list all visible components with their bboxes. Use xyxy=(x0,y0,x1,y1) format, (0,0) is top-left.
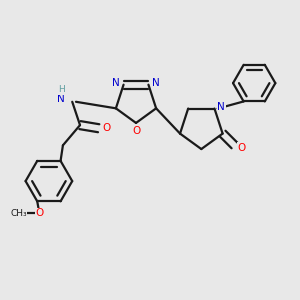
Text: O: O xyxy=(35,208,44,218)
Text: CH₃: CH₃ xyxy=(10,208,27,217)
Text: O: O xyxy=(132,126,140,136)
Text: O: O xyxy=(102,123,111,133)
Text: N: N xyxy=(218,102,225,112)
Text: H: H xyxy=(58,85,65,94)
Text: O: O xyxy=(237,143,245,153)
Text: N: N xyxy=(58,94,65,104)
Text: N: N xyxy=(152,78,160,88)
Text: N: N xyxy=(112,78,120,88)
